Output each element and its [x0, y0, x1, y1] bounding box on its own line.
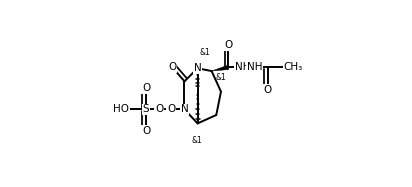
Text: O: O [167, 104, 176, 114]
Text: NH: NH [247, 62, 262, 72]
Text: CH₃: CH₃ [283, 62, 303, 72]
Text: S: S [143, 104, 150, 114]
Text: &1: &1 [199, 48, 210, 57]
Text: O: O [142, 83, 150, 93]
Polygon shape [212, 65, 229, 71]
Text: O: O [142, 126, 150, 136]
Text: O: O [224, 40, 232, 50]
Text: O: O [155, 104, 164, 114]
Text: O: O [168, 62, 176, 72]
Text: &1: &1 [215, 73, 226, 82]
Text: O: O [264, 85, 272, 95]
Text: NH: NH [235, 62, 250, 72]
Text: HO: HO [113, 104, 129, 114]
Text: &1: &1 [191, 136, 202, 145]
Text: N: N [180, 104, 188, 114]
Text: N: N [194, 63, 201, 73]
